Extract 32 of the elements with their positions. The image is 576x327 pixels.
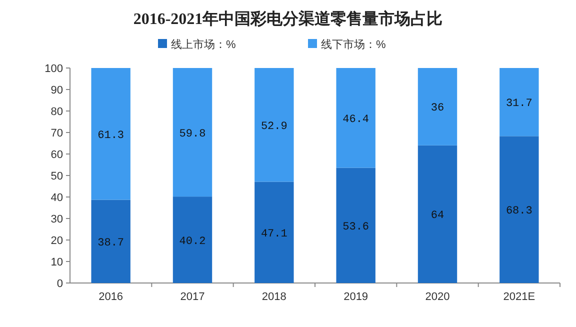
data-label: 47.1 — [260, 228, 288, 240]
data-label: 36 — [430, 102, 444, 115]
ytick: 20 — [50, 235, 63, 247]
xtick: 2020 — [425, 291, 450, 303]
xtick: 2016 — [98, 291, 124, 303]
ytick: 0 — [56, 278, 63, 290]
ytick: 80 — [50, 106, 63, 118]
data-label: 59.8 — [179, 128, 206, 140]
ytick: 100 — [44, 63, 63, 75]
legend-label: 线下市场：% — [321, 39, 386, 51]
data-label: 46.4 — [342, 114, 370, 126]
data-label: 68.3 — [506, 206, 532, 218]
ytick: 50 — [50, 170, 63, 182]
ytick: 90 — [50, 84, 63, 96]
xtick: 2018 — [262, 291, 286, 303]
ytick: 60 — [50, 149, 63, 161]
data-label: 31.7 — [506, 98, 532, 110]
xtick: 2021E — [503, 291, 536, 303]
xtick: 2019 — [344, 291, 368, 303]
data-label: 52.9 — [260, 120, 288, 133]
xtick: 2017 — [180, 291, 205, 303]
ytick: 30 — [50, 214, 63, 226]
ytick: 10 — [50, 256, 63, 268]
data-label: 61.3 — [98, 130, 124, 142]
data-label: 53.6 — [342, 221, 370, 234]
ytick: 70 — [50, 128, 63, 140]
title: 2016-2021年中国彩电分渠道零售量市场占比 — [133, 11, 443, 28]
legend-label: 线上市场：% — [171, 39, 236, 51]
ytick: 40 — [50, 192, 63, 204]
data-label: 38.7 — [98, 237, 124, 250]
data-label: 40.2 — [179, 236, 206, 248]
data-label: 64 — [430, 210, 444, 222]
